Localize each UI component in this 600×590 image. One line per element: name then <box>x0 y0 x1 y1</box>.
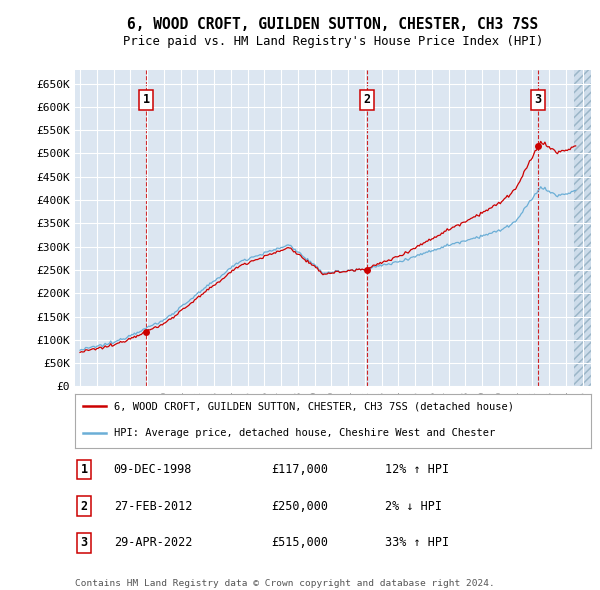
Bar <box>574 70 591 386</box>
Text: Price paid vs. HM Land Registry's House Price Index (HPI): Price paid vs. HM Land Registry's House … <box>123 35 543 48</box>
Text: 27-FEB-2012: 27-FEB-2012 <box>114 500 192 513</box>
Text: 6, WOOD CROFT, GUILDEN SUTTON, CHESTER, CH3 7SS (detached house): 6, WOOD CROFT, GUILDEN SUTTON, CHESTER, … <box>114 401 514 411</box>
Text: Contains HM Land Registry data © Crown copyright and database right 2024.
This d: Contains HM Land Registry data © Crown c… <box>75 579 495 590</box>
Bar <box>574 70 591 386</box>
Text: HPI: Average price, detached house, Cheshire West and Chester: HPI: Average price, detached house, Ches… <box>114 428 495 438</box>
Text: 33% ↑ HPI: 33% ↑ HPI <box>385 536 449 549</box>
Text: 6, WOOD CROFT, GUILDEN SUTTON, CHESTER, CH3 7SS: 6, WOOD CROFT, GUILDEN SUTTON, CHESTER, … <box>127 17 539 32</box>
Text: 2% ↓ HPI: 2% ↓ HPI <box>385 500 442 513</box>
Text: 2: 2 <box>364 93 371 106</box>
Text: 3: 3 <box>81 536 88 549</box>
Text: 12% ↑ HPI: 12% ↑ HPI <box>385 463 449 476</box>
Text: 09-DEC-1998: 09-DEC-1998 <box>114 463 192 476</box>
Point <box>141 327 151 337</box>
Text: 3: 3 <box>535 93 541 106</box>
Text: 2: 2 <box>81 500 88 513</box>
Text: 1: 1 <box>81 463 88 476</box>
Text: £117,000: £117,000 <box>271 463 328 476</box>
Text: £515,000: £515,000 <box>271 536 328 549</box>
Text: £250,000: £250,000 <box>271 500 328 513</box>
Text: 1: 1 <box>142 93 149 106</box>
Point <box>362 266 372 275</box>
Text: 29-APR-2022: 29-APR-2022 <box>114 536 192 549</box>
Point <box>533 142 542 151</box>
